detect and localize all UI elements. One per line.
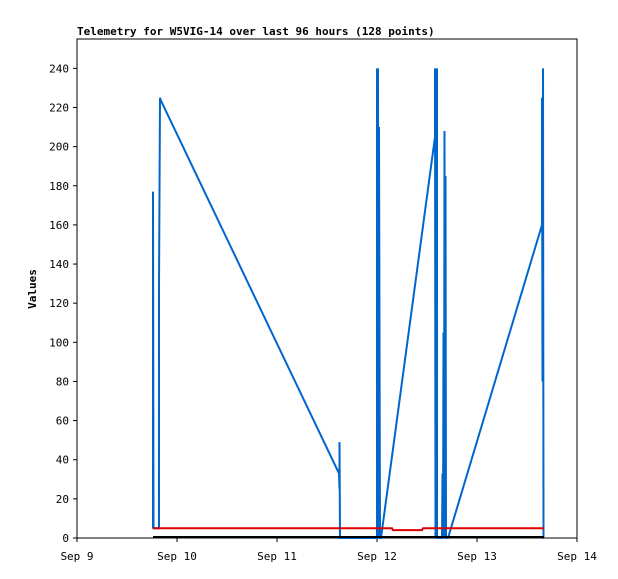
y-tick-label: 140 (49, 258, 69, 271)
y-tick-label: 220 (49, 101, 69, 114)
y-tick-label: 180 (49, 180, 69, 193)
y-tick-label: 160 (49, 219, 69, 232)
y-tick-label: 200 (49, 141, 69, 154)
y-tick-label: 60 (56, 415, 69, 428)
y-axis-label: Values (26, 269, 39, 309)
y-tick-label: 80 (56, 375, 69, 388)
y-tick-label: 40 (56, 454, 69, 467)
series-line-1 (152, 68, 545, 539)
y-tick-label: 240 (49, 62, 69, 75)
x-tick-label: Sep 13 (457, 550, 497, 563)
x-tick-label: Sep 14 (557, 550, 597, 563)
y-tick-label: 0 (62, 532, 69, 545)
x-tick-label: Sep 10 (157, 550, 197, 563)
x-tick-label: Sep 11 (257, 550, 297, 563)
y-axis: 0 20 40 60 80 100 120 140 160 180 200 220 240 (49, 62, 77, 545)
x-axis: Sep 9 Sep 10 Sep 11 Sep 12 Sep 13 Sep 14 (60, 538, 597, 563)
y-tick-label: 100 (49, 336, 69, 349)
y-tick-label: 120 (49, 297, 69, 310)
y-tick-label: 20 (56, 493, 69, 506)
chart-title: Telemetry for W5VIG-14 over last 96 hour… (77, 25, 435, 38)
x-tick-label: Sep 12 (357, 550, 397, 563)
series-line-2 (153, 527, 544, 532)
x-tick-label: Sep 9 (60, 550, 93, 563)
series-layer (152, 68, 545, 539)
